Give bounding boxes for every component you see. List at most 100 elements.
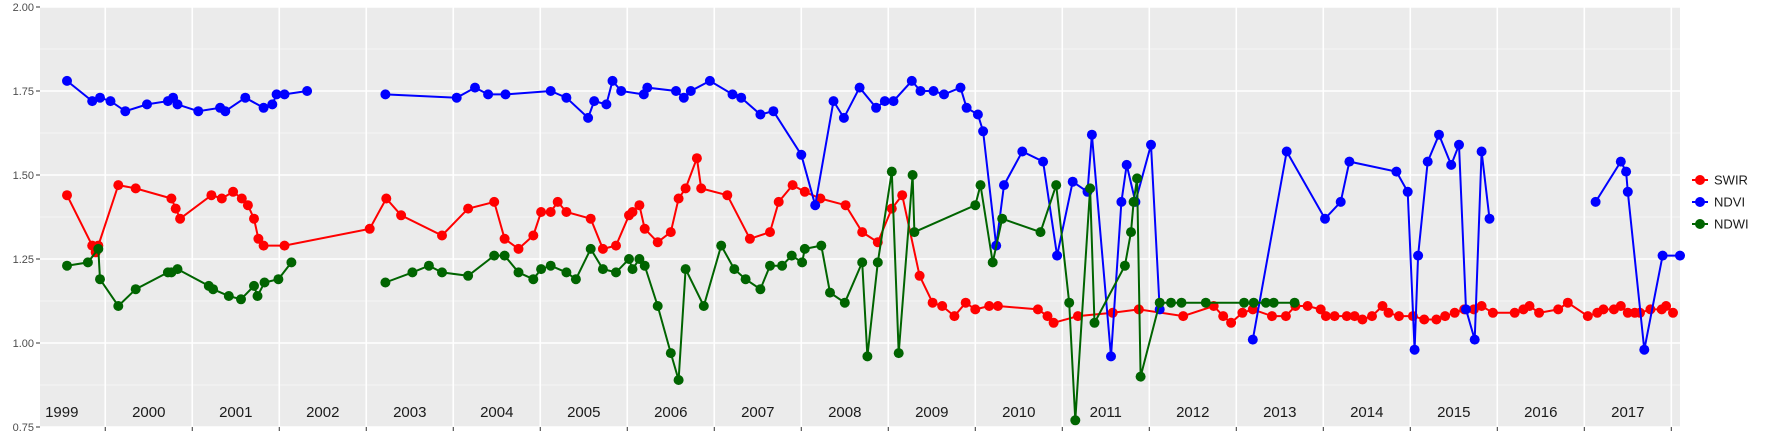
data-point-ndwi xyxy=(1154,297,1165,308)
data-point-ndvi xyxy=(642,82,653,93)
data-point-swir xyxy=(799,186,810,197)
data-point-swir xyxy=(1394,311,1404,322)
data-point-ndvi xyxy=(583,112,594,123)
data-point-ndwi xyxy=(62,260,72,271)
data-point-ndvi xyxy=(62,75,72,86)
data-point-ndwi xyxy=(857,257,868,268)
data-point-ndvi xyxy=(483,89,494,100)
data-point-swir xyxy=(206,190,217,201)
y-tick-label: 1.75 xyxy=(13,86,34,98)
data-point-ndvi xyxy=(1067,176,1078,187)
data-point-ndwi xyxy=(570,274,581,285)
data-point-ndwi xyxy=(93,243,104,254)
data-point-ndvi xyxy=(1402,186,1413,197)
data-point-ndwi xyxy=(1239,297,1250,308)
data-point-ndwi xyxy=(729,264,740,275)
data-point-ndvi xyxy=(838,112,849,123)
data-point-ndvi xyxy=(1621,166,1632,177)
year-label: 2000 xyxy=(132,404,165,421)
data-point-swir xyxy=(1048,317,1059,328)
data-point-ndwi xyxy=(528,274,539,285)
data-point-swir xyxy=(175,213,186,224)
data-point-ndwi xyxy=(82,257,93,268)
data-point-swir xyxy=(787,180,798,191)
data-point-swir xyxy=(236,193,247,204)
data-point-ndwi xyxy=(536,264,547,275)
data-point-ndvi xyxy=(500,89,511,100)
data-point-swir xyxy=(437,230,447,241)
legend-key-point xyxy=(1695,197,1705,207)
data-point-ndwi xyxy=(286,257,297,268)
data-point-swir xyxy=(1237,307,1248,318)
data-point-ndvi xyxy=(240,92,251,103)
data-point-ndwi xyxy=(407,267,418,278)
y-axis: 0.75 1.00 1.25 1.50 1.75 2.00 xyxy=(13,2,40,434)
data-point-swir xyxy=(1440,311,1451,322)
data-point-ndvi xyxy=(1086,129,1097,140)
data-point-ndwi xyxy=(489,250,500,261)
data-point-ndwi xyxy=(765,260,775,271)
data-point-ndwi xyxy=(872,257,883,268)
year-label: 2016 xyxy=(1524,404,1557,421)
data-point-swir xyxy=(1562,297,1573,308)
data-point-swir xyxy=(489,196,500,207)
data-point-swir xyxy=(170,203,181,214)
data-point-ndvi xyxy=(451,92,462,103)
data-point-swir xyxy=(1107,307,1118,318)
data-point-swir xyxy=(1668,307,1678,318)
data-point-ndwi xyxy=(1119,260,1130,271)
data-point-swir xyxy=(1178,311,1189,322)
data-point-ndwi xyxy=(997,213,1008,224)
legend-label: NDVI xyxy=(1714,195,1745,210)
data-point-swir xyxy=(1042,311,1053,322)
data-point-ndvi xyxy=(906,75,917,86)
data-point-ndvi xyxy=(142,99,152,110)
series-layer xyxy=(62,75,1685,426)
data-point-ndvi xyxy=(616,86,627,96)
data-point-swir xyxy=(1349,311,1360,322)
data-point-ndvi xyxy=(1484,213,1495,224)
data-point-ndvi xyxy=(1344,156,1355,167)
data-point-ndvi xyxy=(1639,344,1650,355)
data-point-ndvi xyxy=(1281,146,1292,157)
data-point-swir xyxy=(249,213,259,224)
data-point-ndwi xyxy=(1200,297,1211,308)
data-point-swir xyxy=(897,190,908,201)
data-point-ndwi xyxy=(423,260,434,271)
data-point-swir xyxy=(1661,301,1672,311)
year-label: 2014 xyxy=(1350,404,1383,421)
data-point-swir xyxy=(364,223,375,234)
data-point-swir xyxy=(258,240,269,251)
data-point-swir xyxy=(1598,304,1609,315)
data-point-swir xyxy=(536,207,547,217)
x-axis: 1999 2000 2001 2002 2003 2004 2005 2006 2007 2008… xyxy=(45,404,1672,431)
data-point-ndvi xyxy=(854,82,865,93)
data-point-swir xyxy=(1302,301,1313,311)
data-point-ndwi xyxy=(1132,173,1143,184)
data-point-swir xyxy=(1419,314,1430,325)
data-point-ndwi xyxy=(463,270,474,281)
data-point-ndwi xyxy=(1126,227,1136,238)
year-label: 2007 xyxy=(741,404,774,421)
data-point-ndwi xyxy=(1035,227,1046,238)
data-point-ndwi xyxy=(1085,183,1096,194)
data-point-ndvi xyxy=(1247,334,1258,345)
data-point-swir xyxy=(840,200,851,211)
year-label: 2013 xyxy=(1263,404,1296,421)
data-point-ndvi xyxy=(939,89,949,100)
data-point-ndwi xyxy=(223,291,234,301)
data-point-ndvi xyxy=(871,102,882,113)
data-point-ndvi xyxy=(279,89,290,100)
data-point-ndwi xyxy=(113,301,124,311)
data-point-ndvi xyxy=(220,106,231,117)
data-point-ndvi xyxy=(561,92,572,103)
year-label: 2008 xyxy=(828,404,861,421)
data-point-swir xyxy=(253,233,264,244)
data-point-swir xyxy=(1367,311,1377,322)
data-point-swir xyxy=(691,153,702,164)
data-point-ndvi xyxy=(1622,186,1633,197)
data-point-ndwi xyxy=(513,267,524,278)
data-point-swir xyxy=(611,240,621,251)
data-point-swir xyxy=(1341,311,1352,322)
data-point-ndwi xyxy=(236,294,246,305)
